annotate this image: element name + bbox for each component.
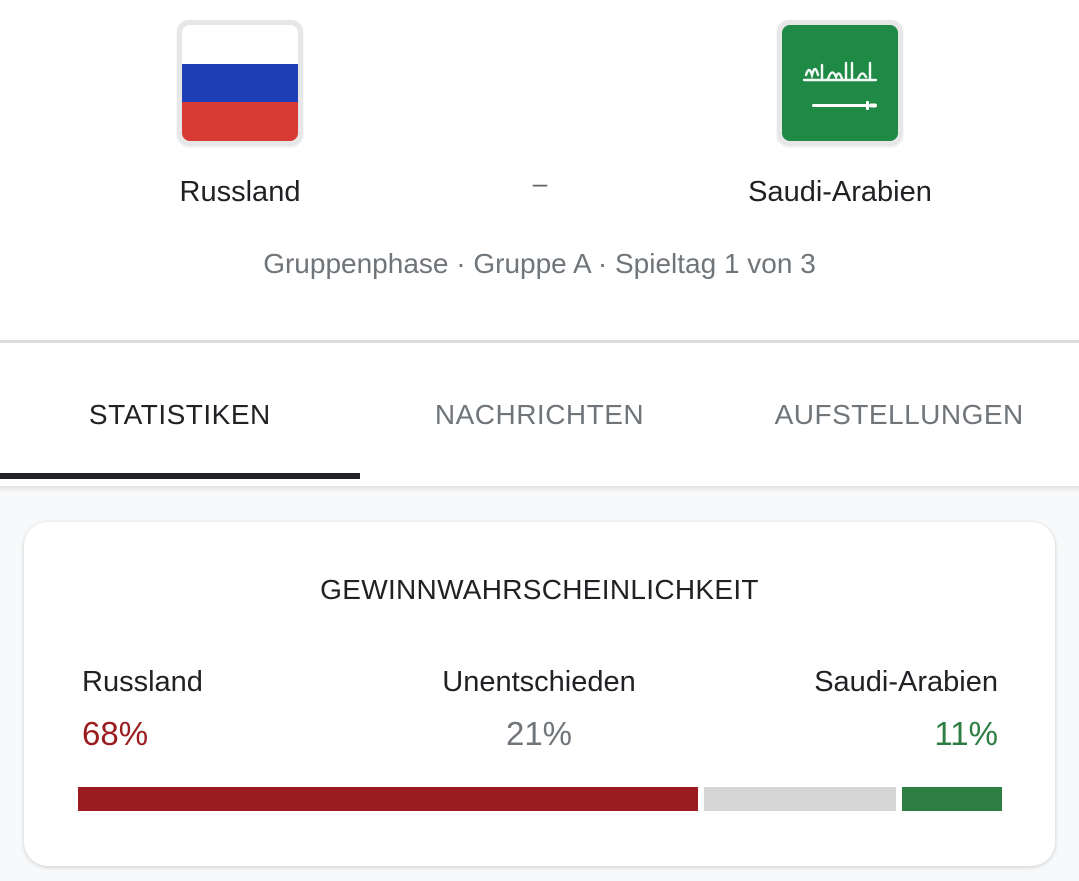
probability-away: Saudi-Arabien 11% [698, 664, 998, 754]
score-separator: – [532, 168, 548, 198]
probability-bar [78, 787, 1002, 811]
tab-label: AUFSTELLUNGEN [774, 399, 1024, 430]
away-team[interactable]: Saudi-Arabien [710, 20, 970, 210]
tab-label: STATISTIKEN [88, 399, 271, 430]
tab-statistiken[interactable]: STATISTIKEN [0, 343, 360, 487]
away-team-name: Saudi-Arabien [748, 176, 932, 208]
probability-draw: Unentschieden 21% [389, 664, 689, 754]
probability-draw-value: 21% [505, 715, 573, 752]
probability-home: Russland 68% [82, 664, 382, 754]
tab-bar: STATISTIKEN NACHRICHTEN AUFSTELLUNGEN [0, 343, 1079, 487]
probability-bar-away [902, 787, 1002, 811]
probability-home-value: 68% [82, 715, 149, 752]
home-team[interactable]: Russland [110, 20, 370, 210]
home-team-flag-frame [177, 20, 303, 146]
away-team-flag-frame [777, 20, 903, 146]
russia-flag-icon [182, 25, 298, 141]
win-probability-card: GEWINNWAHRSCHEINLICHKEIT Russland 68% Un… [24, 522, 1055, 866]
probability-bar-home [78, 787, 698, 811]
saudi-arabia-flag-icon [782, 25, 898, 141]
tab-label: NACHRICHTEN [434, 399, 645, 430]
active-tab-indicator [0, 473, 360, 479]
tabs-shadow [0, 486, 1079, 492]
probability-home-label: Russland [82, 666, 203, 698]
tab-nachrichten[interactable]: NACHRICHTEN [360, 343, 720, 487]
home-team-name: Russland [179, 176, 301, 208]
saudi-flag-emblem [802, 61, 878, 110]
tab-aufstellungen[interactable]: AUFSTELLUNGEN [719, 343, 1079, 487]
match-header: Russland – [0, 0, 1079, 342]
probability-bar-draw [704, 787, 896, 811]
probability-draw-label: Unentschieden [442, 666, 636, 698]
header-divider [0, 340, 1079, 343]
card-title: GEWINNWAHRSCHEINLICHKEIT [320, 574, 759, 605]
probability-away-label: Saudi-Arabien [814, 666, 998, 698]
match-info: Gruppenphase · Gruppe A · Spieltag 1 von… [263, 248, 816, 279]
probability-away-value: 11% [934, 715, 998, 752]
